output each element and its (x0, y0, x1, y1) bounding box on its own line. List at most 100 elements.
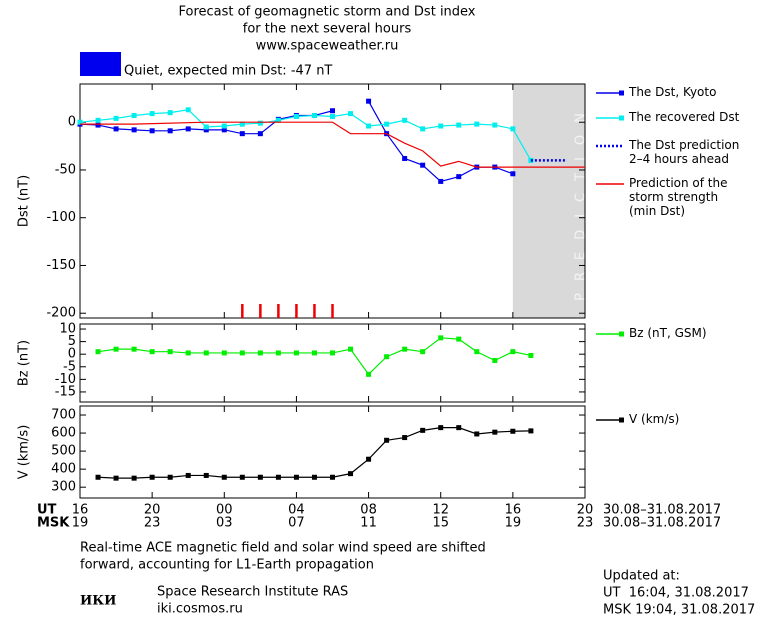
data-point (492, 357, 498, 363)
legend-entry: Bz (nT, GSM) (629, 326, 707, 340)
title-line: Forecast of geomagnetic storm and Dst in… (178, 5, 475, 20)
x-tick-label: 16 (72, 503, 89, 518)
y-tick-label: -50 (55, 162, 76, 177)
legend-marker (619, 417, 624, 423)
status-box (80, 52, 121, 76)
y-tick-label: -200 (46, 306, 76, 321)
data-point (438, 178, 444, 184)
updated: MSK 19:04, 31.08.2017 (603, 603, 755, 618)
x-tick-label: 08 (360, 503, 377, 518)
legend-entry: The recovered Dst (629, 110, 740, 124)
data-point (311, 474, 317, 480)
y-tick-label: -5 (63, 359, 76, 374)
data-point (384, 437, 390, 443)
legend-entry: V (km/s) (629, 412, 680, 426)
data-point (348, 346, 354, 352)
y-tick-label: -100 (46, 210, 76, 225)
data-point (402, 117, 408, 123)
data-point (185, 107, 191, 113)
legend-entry: The Dst, Kyoto (629, 85, 717, 99)
x-tick-label: 23 (144, 516, 161, 531)
data-point (474, 349, 480, 355)
series-line (80, 121, 585, 168)
prediction-zone (512, 84, 585, 318)
data-point (510, 428, 516, 434)
data-point (185, 126, 191, 132)
data-point (113, 475, 119, 481)
y-tick-label: 500 (51, 444, 76, 459)
data-point (149, 474, 155, 480)
data-point (257, 474, 263, 480)
x-row-name: UT (37, 503, 57, 518)
data-point (366, 456, 372, 462)
data-point (330, 474, 335, 480)
data-point (203, 124, 209, 130)
data-point (348, 111, 354, 117)
series-line (79, 109, 532, 161)
data-point (113, 346, 119, 352)
data-point (438, 425, 444, 431)
data-point (293, 113, 299, 119)
x-tick-label: 16 (505, 503, 522, 518)
data-point (149, 111, 155, 117)
data-point (474, 431, 480, 437)
status-text: Quiet, expected min Dst: -47 nT (124, 64, 332, 79)
x-tick-label: 07 (288, 516, 305, 531)
data-point (456, 336, 462, 342)
data-point (167, 110, 173, 116)
x-tick-label: 20 (577, 503, 594, 518)
legend-marker (619, 115, 624, 121)
data-point (438, 335, 444, 341)
y-tick-label: 300 (51, 480, 76, 495)
x-tick-label: 15 (432, 516, 449, 531)
data-point (113, 126, 119, 132)
legend-marker (619, 331, 624, 337)
data-point (311, 350, 317, 356)
data-point (95, 474, 101, 480)
y-axis-label: V (km/s) (17, 425, 32, 480)
data-point (330, 350, 335, 356)
data-point (528, 352, 534, 358)
y-axis-label: Bz (nT) (17, 340, 32, 386)
data-point (384, 121, 390, 127)
y-tick-label: -10 (55, 372, 76, 387)
data-point (275, 117, 281, 123)
data-point (131, 475, 137, 481)
data-point (95, 117, 101, 123)
y-tick-label: 0 (68, 347, 76, 362)
data-point (203, 127, 209, 133)
updated: UT 16:04, 31.08.2017 (603, 586, 749, 601)
title-line: for the next several hours (243, 22, 412, 37)
x-tick-label: 00 (216, 503, 233, 518)
logo: ИКИ (80, 594, 116, 609)
data-point (384, 354, 390, 360)
axes-frame (79, 83, 586, 319)
data-point (510, 349, 516, 355)
data-point (402, 435, 408, 441)
data-point (293, 350, 299, 356)
data-point (510, 126, 516, 132)
data-point (492, 429, 498, 435)
data-point (95, 349, 101, 355)
data-point (420, 162, 426, 168)
data-point (221, 127, 227, 133)
data-point (167, 349, 173, 355)
data-point (221, 350, 227, 356)
y-tick-label: 0 (68, 115, 76, 130)
site: iki.cosmos.ru (157, 602, 243, 617)
data-point (366, 123, 372, 129)
data-point (456, 122, 462, 128)
data-point (330, 108, 335, 114)
data-point (239, 350, 245, 356)
x-tick-label: 03 (216, 516, 233, 531)
data-point (510, 171, 516, 177)
y-tick-label: 400 (51, 462, 76, 477)
data-point (474, 121, 480, 127)
data-point (185, 472, 191, 478)
data-point (95, 122, 101, 128)
x-tick-label: 19 (72, 516, 89, 531)
x-tick-label: 20 (144, 503, 161, 518)
data-point (275, 474, 281, 480)
y-tick-label: 10 (59, 322, 76, 337)
